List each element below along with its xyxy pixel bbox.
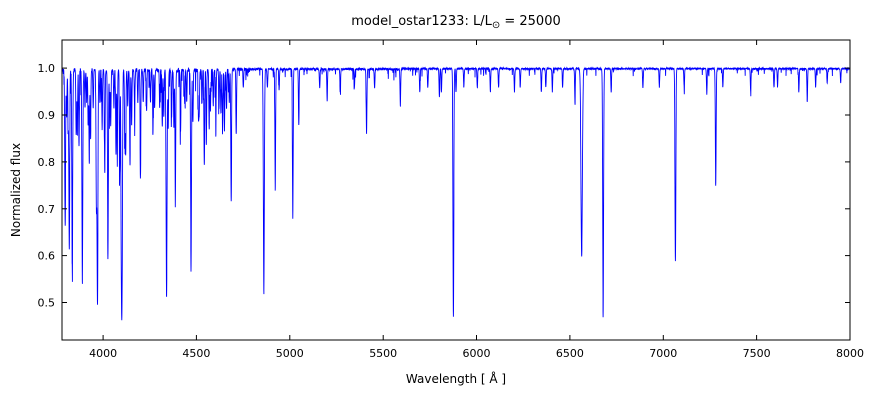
y-tick-label: 0.7: [38, 203, 56, 216]
x-tick-label: 4500: [182, 347, 210, 360]
y-tick-label: 0.6: [38, 250, 56, 263]
x-tick-label: 4000: [89, 347, 117, 360]
x-tick-label: 6500: [556, 347, 584, 360]
plot-title: model_ostar1233: L/L⊙ = 25000: [351, 14, 560, 31]
x-tick-label: 7500: [743, 347, 771, 360]
spectrum-line: [61, 66, 851, 321]
plot-content: 4000 4500 5000 5500 6000 6500 7000 7500 8000 0.5 0…: [38, 39, 864, 360]
y-tick-label: 1.0: [38, 62, 56, 75]
y-tick-label: 0.9: [38, 109, 56, 122]
y-axis-label: Normalized flux: [9, 143, 23, 237]
y-tick-label: 0.8: [38, 156, 56, 169]
x-tick-label: 7000: [649, 347, 677, 360]
sun-symbol: ⊙: [492, 20, 500, 31]
plot-title-main: model_ostar1233: L/L: [351, 14, 492, 29]
x-tick-label: 6000: [463, 347, 491, 360]
x-tick-label: 8000: [836, 347, 864, 360]
x-axis-label: Wavelength [ Å ]: [406, 371, 506, 386]
x-tick-label: 5500: [369, 347, 397, 360]
x-tick-label: 5000: [276, 347, 304, 360]
axes-frame: [61, 39, 851, 341]
y-tick-label: 0.5: [38, 297, 56, 310]
plot-title-value: = 25000: [500, 14, 561, 29]
